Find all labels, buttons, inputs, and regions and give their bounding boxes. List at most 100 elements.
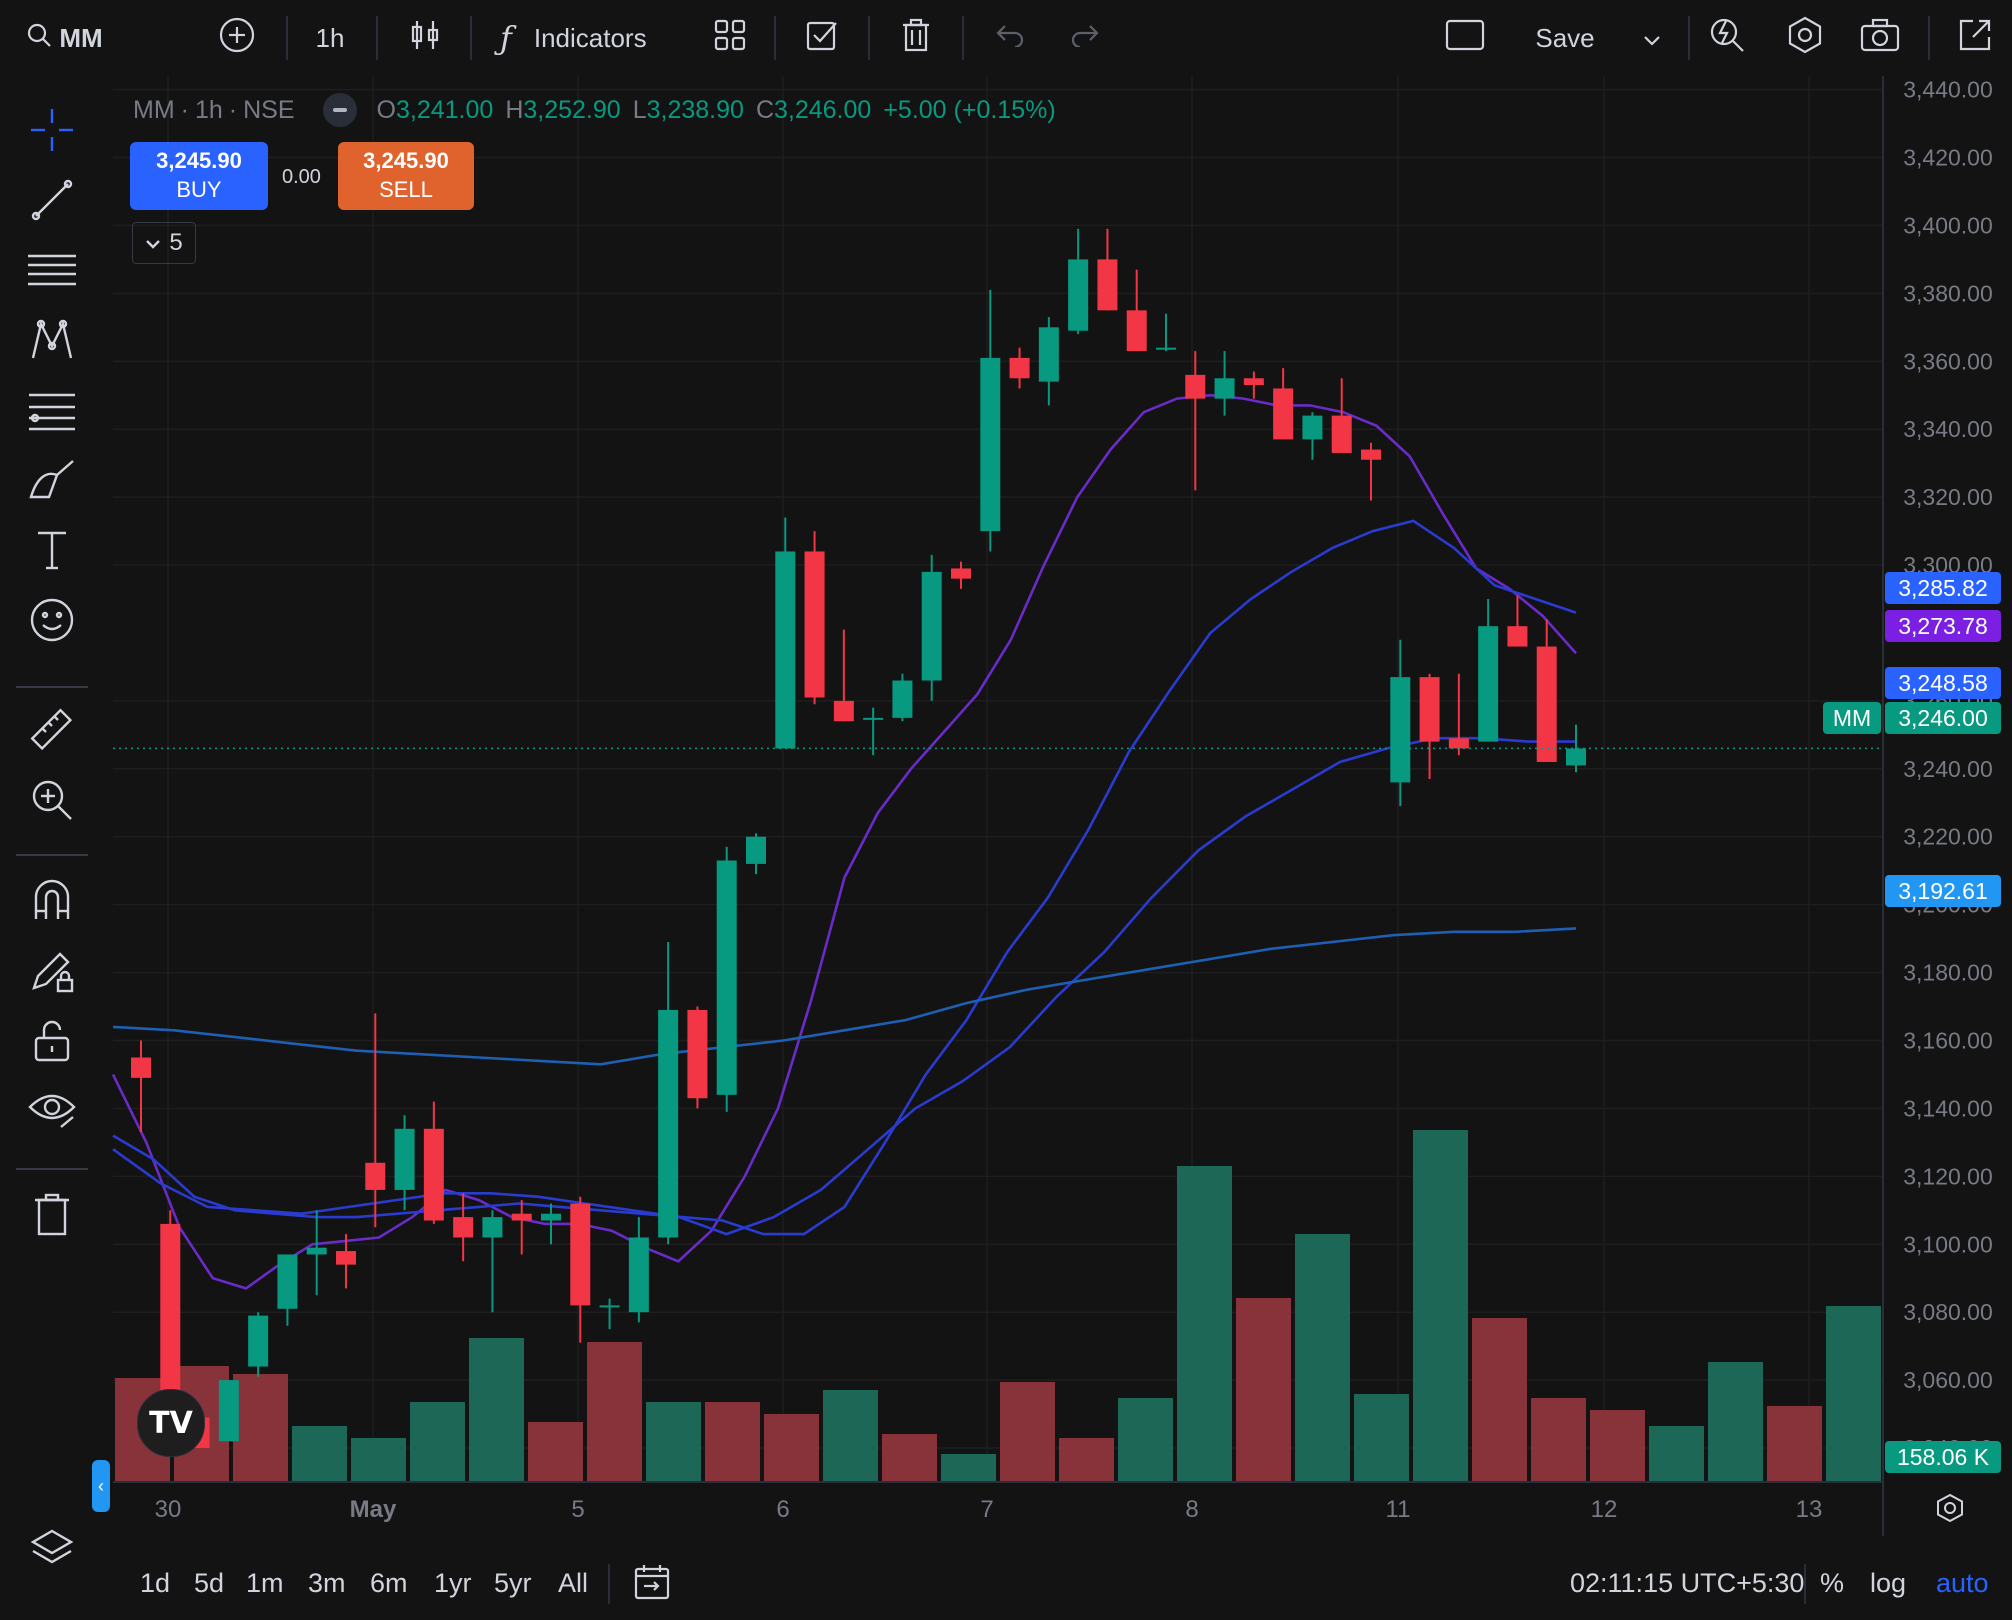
chart-grid [113, 76, 1883, 1482]
time-tick-label: 13 [1796, 1496, 1823, 1523]
range-button-1m[interactable]: 1m [246, 1568, 284, 1598]
grid-icon [713, 18, 747, 59]
candle-body [1009, 357, 1030, 379]
volume-bars [115, 1130, 1881, 1482]
emoji-tool[interactable] [26, 596, 78, 648]
range-button-all[interactable]: All [558, 1568, 589, 1598]
candle-body [628, 1237, 649, 1313]
gear-icon [1934, 1492, 1966, 1529]
layers-icon [29, 1527, 75, 1578]
fib-tool[interactable] [26, 386, 78, 438]
clock-display[interactable]: 02:11:15 UTC+5:30 [1570, 1568, 1805, 1598]
volume-bar [1177, 1166, 1232, 1482]
range-button-6m[interactable]: 6m [370, 1568, 408, 1598]
lock-drawings-tool[interactable] [26, 1016, 78, 1068]
auto-scale-toggle[interactable]: auto [1936, 1568, 1989, 1598]
percent-scale-toggle[interactable]: % [1820, 1568, 1845, 1598]
indicators-button[interactable]: ƒ Indicators [500, 14, 680, 62]
candle-body [511, 1213, 532, 1221]
symbol-search[interactable]: MM [14, 14, 114, 62]
candle-body [687, 1009, 708, 1099]
price-tick-label: 3,320.00 [1903, 484, 1993, 510]
pattern-tool[interactable] [26, 316, 78, 368]
range-button-3m[interactable]: 3m [308, 1568, 346, 1598]
volume-bar [1000, 1382, 1055, 1482]
candle-body [1507, 626, 1528, 647]
time-tick-label: 7 [980, 1496, 993, 1523]
open-label: O [376, 95, 396, 124]
drawing-mode-tool[interactable] [26, 946, 78, 998]
save-options-dropdown[interactable] [1630, 14, 1674, 62]
indicators-toggle[interactable]: 5 [132, 222, 196, 264]
crosshair-tool[interactable] [26, 106, 78, 158]
fullscreen-button[interactable] [1950, 14, 2000, 62]
plot-background [113, 76, 1883, 1482]
goto-date-button[interactable] [632, 1562, 672, 1607]
interval-button[interactable]: 1h [305, 14, 355, 62]
settings-button[interactable] [1780, 14, 1830, 62]
square-icon [1445, 18, 1485, 59]
drawing-toolbar [0, 76, 104, 1620]
save-button[interactable]: Save [1525, 14, 1605, 62]
chart-type-button[interactable] [400, 14, 450, 62]
brush-tool[interactable] [26, 456, 78, 508]
legend-collapse-button[interactable] [322, 93, 357, 127]
price-tick-label: 3,160.00 [1903, 1028, 1993, 1054]
volume-bar [233, 1374, 288, 1482]
candle-body [1214, 378, 1235, 399]
candle-body [1302, 415, 1323, 440]
magnet-tool[interactable] [26, 876, 78, 928]
volume-bar [410, 1402, 465, 1482]
alert-button[interactable] [797, 14, 847, 62]
price-tick-label: 3,180.00 [1903, 960, 1993, 986]
compare-add-button[interactable] [212, 14, 262, 62]
unlock-icon [30, 1016, 74, 1069]
price-tick-label: 3,380.00 [1903, 280, 1993, 306]
hide-drawings-tool[interactable] [26, 1086, 78, 1138]
object-tree-button[interactable] [26, 1526, 78, 1578]
indicator-count: 5 [169, 229, 183, 256]
range-button-5d[interactable]: 5d [194, 1568, 225, 1598]
quick-search-button[interactable] [1702, 14, 1752, 62]
function-icon: ƒ [500, 19, 512, 57]
horizontal-lines-tool[interactable] [26, 246, 78, 298]
scale-settings-button[interactable] [1928, 1492, 1972, 1529]
toolbar-divider [470, 16, 472, 60]
time-tick-label: 8 [1185, 1496, 1198, 1523]
zoom-tool[interactable] [26, 776, 78, 828]
candle-body [1097, 259, 1118, 311]
candle-body [1156, 347, 1176, 350]
candle-body [1331, 415, 1352, 453]
toolbar-divider [16, 854, 88, 856]
change-value: +5.00 (+0.15%) [883, 95, 1056, 124]
remove-drawings-tool[interactable] [26, 1191, 78, 1243]
layout-toggle-button[interactable] [1440, 14, 1490, 62]
text-tool[interactable] [26, 526, 78, 578]
delete-button[interactable] [891, 14, 941, 62]
text-icon [32, 528, 72, 577]
high-label: H [505, 95, 524, 124]
buy-label: BUY [176, 177, 222, 202]
layouts-button[interactable] [705, 14, 755, 62]
redo-button[interactable] [1060, 14, 1110, 62]
volume-bar [351, 1438, 406, 1482]
snapshot-button[interactable] [1855, 14, 1905, 62]
toolbar-divider [16, 686, 88, 688]
buy-price: 3,245.90 [156, 148, 242, 173]
price-tick-label: 3,220.00 [1903, 824, 1993, 850]
range-button-1yr[interactable]: 1yr [434, 1568, 472, 1598]
measure-tool[interactable] [26, 706, 78, 758]
range-button-5yr[interactable]: 5yr [494, 1568, 532, 1598]
undo-button[interactable] [985, 14, 1035, 62]
price-tick-label: 3,140.00 [1903, 1095, 1993, 1121]
tradingview-logo[interactable]: TV [137, 1389, 205, 1457]
log-scale-toggle[interactable]: log [1870, 1568, 1907, 1598]
undo-icon [995, 23, 1025, 54]
trend-line-tool[interactable] [26, 176, 78, 228]
collapse-sidebar-handle[interactable]: ‹ [92, 1460, 110, 1512]
buy-button[interactable]: 3,245.90 BUY [130, 142, 268, 210]
range-button-1d[interactable]: 1d [140, 1568, 171, 1598]
low-value: 3,238.90 [646, 95, 744, 124]
sell-button[interactable]: 3,245.90 SELL [338, 142, 474, 210]
